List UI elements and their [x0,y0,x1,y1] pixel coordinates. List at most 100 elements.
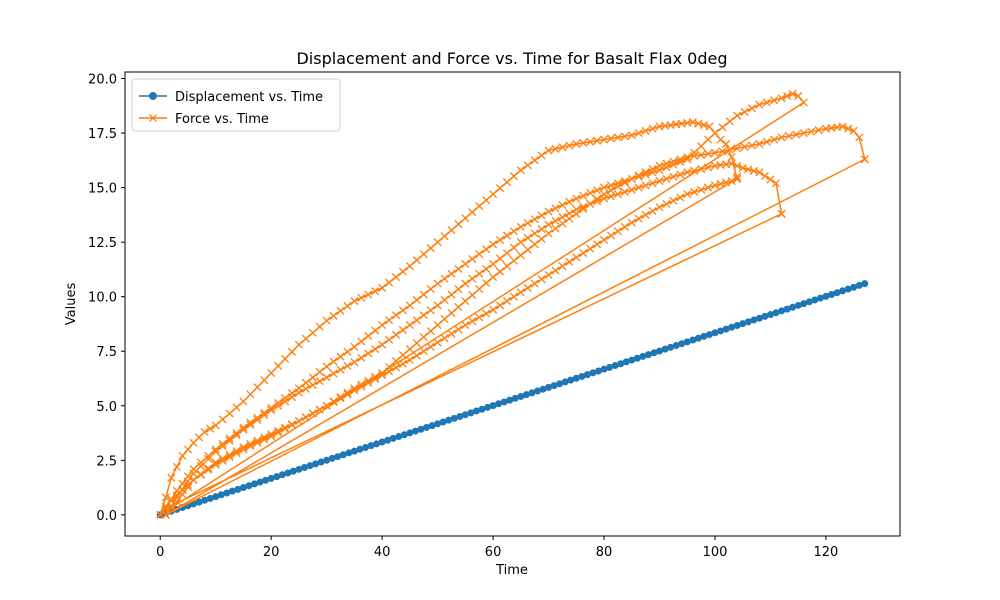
displacement-point [472,407,480,415]
force-point [398,325,407,335]
force-point [655,177,664,186]
force-point [495,267,505,276]
force-point [274,426,283,435]
force-point [509,243,518,252]
force-point [771,179,781,188]
displacement-point [256,478,264,486]
displacement-point [350,447,358,455]
force-point [232,449,241,458]
force-point [412,295,421,305]
force-point [648,179,657,188]
force-point [385,367,394,376]
force-point [579,191,588,200]
force-point [606,192,616,201]
force-point [766,175,775,184]
force-point [315,322,324,331]
force-point [703,183,713,192]
force-point [267,432,276,441]
x-tick-label: 120 [814,545,839,560]
force-point [329,357,338,366]
force-point [516,288,525,297]
force-point [770,96,779,105]
force-point [606,181,616,190]
displacement-point [328,454,336,462]
plot-content [156,89,869,519]
force-point [683,190,692,199]
force-point [613,182,622,191]
force-point [232,428,241,438]
force-point [523,283,532,293]
force-point [391,272,401,282]
displacement-point [617,360,625,368]
force-point [260,433,269,442]
force-point [189,464,198,474]
force-point [558,262,567,271]
force-point [509,172,518,181]
displacement-point [545,383,553,391]
force-point [516,238,525,247]
force-point [725,117,734,126]
displacement-point [400,431,408,439]
displacement-point [201,496,209,504]
force-point [502,178,512,187]
force-point [225,409,234,418]
displacement-point [334,453,342,461]
force-point [838,122,847,131]
force-point [371,374,380,384]
force-point [537,211,546,220]
force-point [468,208,477,217]
force-point [509,256,518,265]
force-point [454,325,463,334]
force-point [747,104,757,113]
force-point [482,278,491,288]
force-point [412,338,421,348]
displacement-point [722,325,730,333]
displacement-point [644,351,652,359]
force-point [523,245,532,254]
displacement-point [683,338,691,346]
force-point [468,290,477,300]
force-point [336,365,345,374]
force-point [419,250,428,259]
force-point [350,342,359,351]
force-point [440,314,449,324]
force-point [343,347,352,356]
force-point [398,306,407,315]
force-point [280,397,290,406]
force-point [740,107,749,117]
force-point [322,316,331,325]
force-point [762,137,771,146]
force-point [620,132,629,141]
force-point [280,423,290,432]
force-point [357,337,366,346]
displacement-point [861,280,869,288]
force-point [178,451,187,460]
displacement-point [678,340,686,348]
force-point [287,392,297,402]
y-tick-label: 10.0 [88,291,117,306]
force-point [364,331,373,341]
force-point [530,215,539,224]
force-point [172,493,181,502]
force-point [350,358,359,367]
force-point [558,201,567,210]
force-point [718,123,727,132]
x-tick-label: 80 [596,545,613,560]
force-point [509,227,518,236]
legend-entry-label: Displacement vs. Time [175,90,323,105]
force-point [586,244,595,253]
displacement-point [606,363,614,371]
displacement-point [284,469,292,477]
displacement-point [572,374,580,382]
displacement-point [805,298,813,306]
displacement-point [206,494,214,502]
force-point [315,367,324,377]
force-point [572,139,581,149]
force-point [662,174,671,183]
force-point [232,446,241,456]
force-point [523,219,532,228]
force-point [246,420,255,429]
force-point [280,424,290,433]
displacement-point [567,376,575,384]
displacement-point [373,440,381,448]
